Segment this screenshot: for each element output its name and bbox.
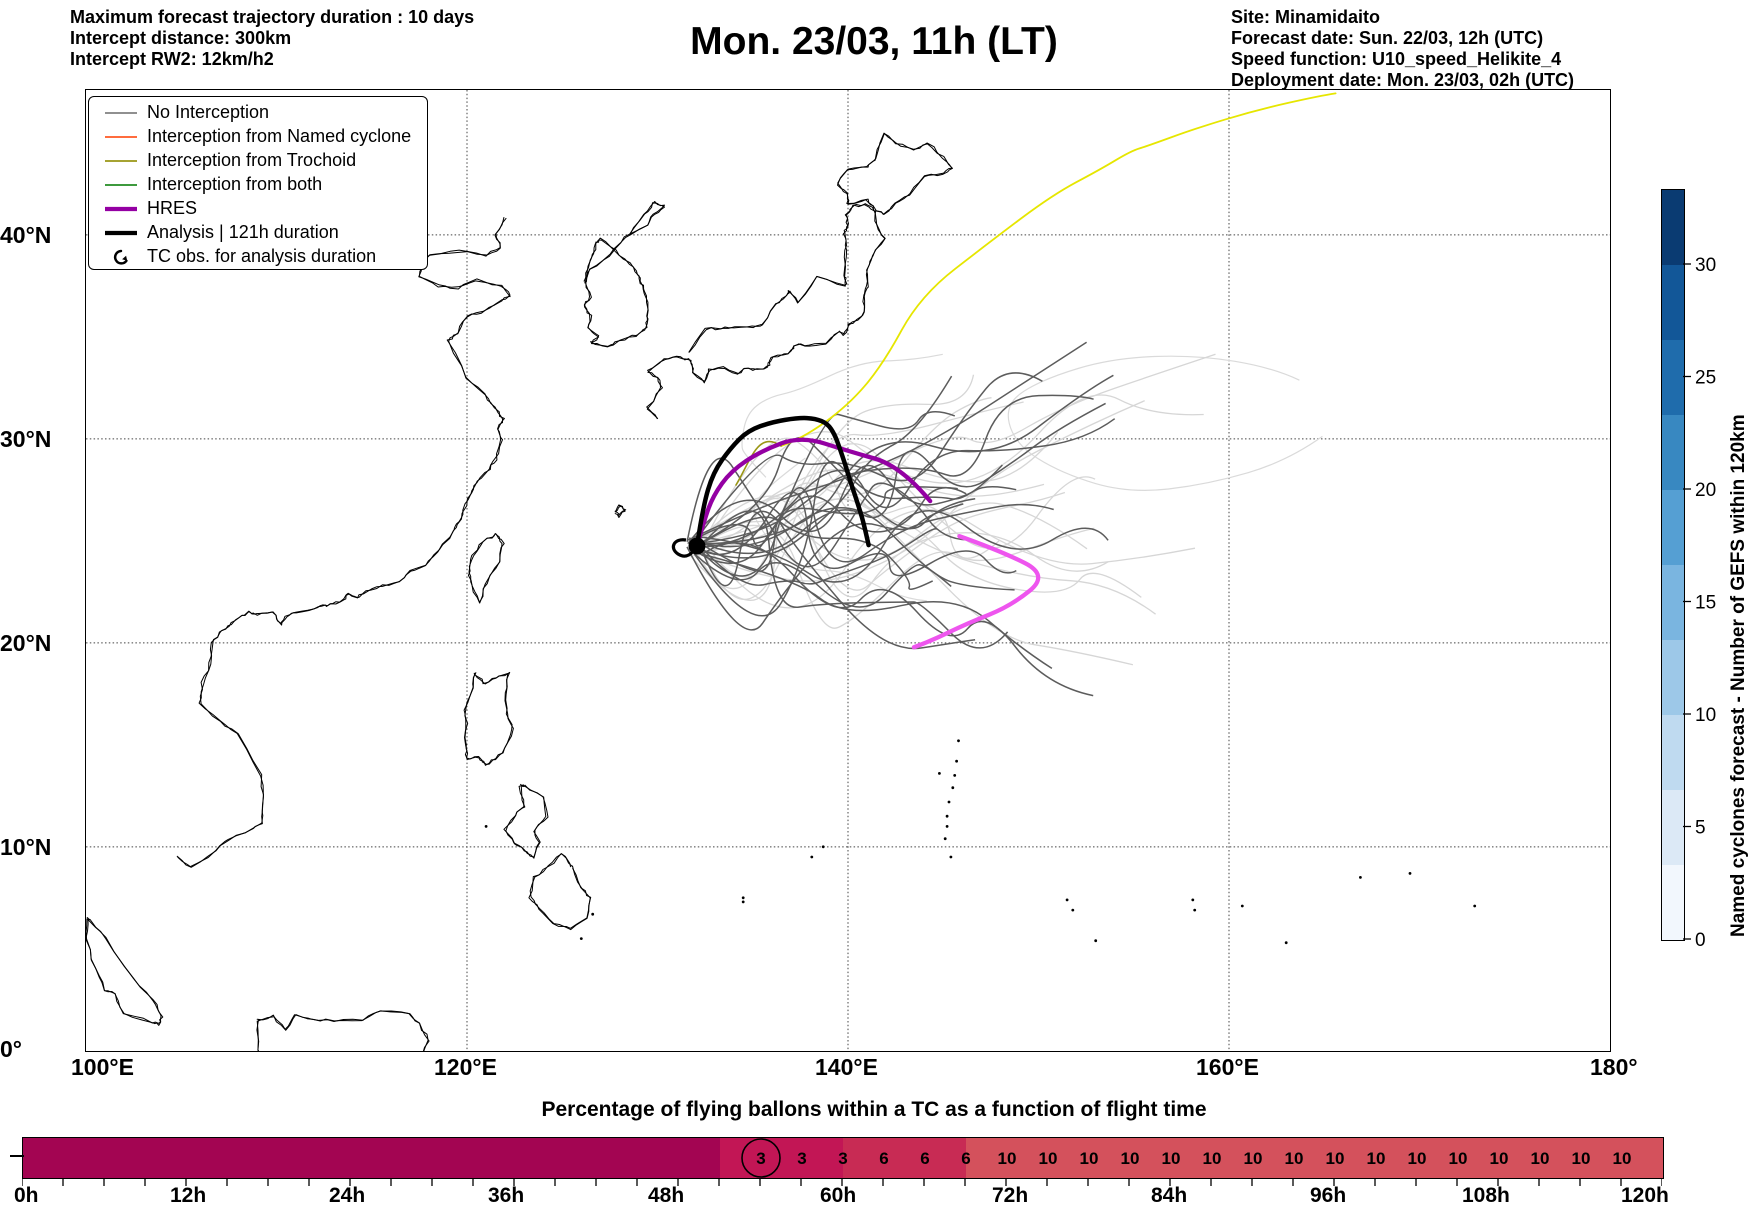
svg-text:25: 25	[1695, 368, 1716, 389]
svg-text:3: 3	[838, 1149, 847, 1168]
svg-text:5: 5	[1695, 818, 1706, 839]
svg-text:10: 10	[1203, 1149, 1222, 1168]
svg-text:10: 10	[1449, 1149, 1468, 1168]
svg-text:10: 10	[998, 1149, 1017, 1168]
svg-text:6: 6	[879, 1149, 888, 1168]
svg-text:6: 6	[961, 1149, 970, 1168]
svg-text:10: 10	[1531, 1149, 1550, 1168]
svg-text:6: 6	[920, 1149, 929, 1168]
svg-text:10: 10	[1285, 1149, 1304, 1168]
svg-text:15: 15	[1695, 593, 1716, 614]
svg-text:10: 10	[1367, 1149, 1386, 1168]
svg-text:10: 10	[1490, 1149, 1509, 1168]
svg-text:0: 0	[1695, 930, 1706, 951]
svg-text:10: 10	[1162, 1149, 1181, 1168]
svg-text:3: 3	[797, 1149, 806, 1168]
svg-text:10: 10	[1695, 705, 1716, 726]
svg-text:10: 10	[1326, 1149, 1345, 1168]
svg-text:10: 10	[1408, 1149, 1427, 1168]
svg-text:3: 3	[756, 1149, 765, 1168]
svg-text:20: 20	[1695, 480, 1716, 501]
svg-text:30: 30	[1695, 255, 1716, 276]
svg-text:10: 10	[1080, 1149, 1099, 1168]
svg-text:10: 10	[1572, 1149, 1591, 1168]
svg-text:10: 10	[1121, 1149, 1140, 1168]
svg-text:10: 10	[1039, 1149, 1058, 1168]
svg-text:10: 10	[1613, 1149, 1632, 1168]
svg-text:10: 10	[1244, 1149, 1263, 1168]
